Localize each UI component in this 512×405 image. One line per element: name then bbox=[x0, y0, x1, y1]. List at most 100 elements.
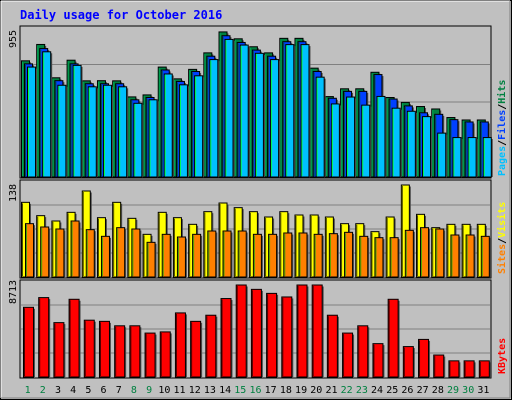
x-label-day-12: 12 bbox=[189, 385, 201, 396]
bar-kbytes-day-9 bbox=[144, 332, 157, 378]
bar-pages-day-9 bbox=[148, 99, 159, 178]
legend-pages: Pages bbox=[497, 146, 508, 176]
x-label-day-13: 13 bbox=[204, 385, 216, 396]
bar-pages-day-7 bbox=[118, 86, 129, 178]
panel-visits-sites: 138 Sites/Visits bbox=[8, 179, 508, 279]
x-label-day-16: 16 bbox=[249, 385, 261, 396]
bar-pages-day-27 bbox=[422, 116, 433, 178]
bar-kbytes-day-11 bbox=[174, 312, 187, 378]
bar-sites-day-24 bbox=[374, 237, 385, 278]
bar-sites-day-14 bbox=[222, 230, 233, 278]
bar-pages-day-2 bbox=[42, 51, 53, 178]
bar-pages-day-12 bbox=[194, 75, 205, 178]
x-label-day-31: 31 bbox=[477, 385, 489, 396]
x-label-day-15: 15 bbox=[234, 385, 246, 396]
bar-sites-day-20 bbox=[313, 233, 324, 278]
bar-kbytes-day-24 bbox=[372, 343, 385, 378]
bar-pages-day-1 bbox=[27, 66, 37, 178]
bar-pages-day-6 bbox=[102, 84, 113, 178]
bar-sites-day-11 bbox=[176, 236, 187, 278]
bar-sites-day-7 bbox=[116, 227, 127, 278]
bar-pages-day-22 bbox=[346, 96, 357, 178]
x-label-day-23: 23 bbox=[356, 385, 368, 396]
svg-text:Pages/Files/Hits: Pages/Files/Hits bbox=[496, 80, 508, 176]
x-label-day-28: 28 bbox=[432, 385, 444, 396]
bar-kbytes-day-10 bbox=[159, 331, 172, 378]
bar-kbytes-day-22 bbox=[342, 332, 355, 378]
panel-kbytes: 8713 KBytes bbox=[8, 279, 508, 379]
bar-pages-day-13 bbox=[209, 59, 220, 178]
svg-text:KBytes: KBytes bbox=[497, 338, 508, 374]
bar-sites-day-8 bbox=[131, 228, 142, 278]
bar-kbytes-day-12 bbox=[190, 320, 203, 378]
x-label-day-25: 25 bbox=[386, 385, 398, 396]
bar-kbytes-day-16 bbox=[250, 288, 263, 378]
bar-sites-day-13 bbox=[207, 230, 218, 278]
x-label-day-8: 8 bbox=[131, 385, 137, 396]
x-label-day-9: 9 bbox=[146, 385, 152, 396]
panel-hits-files-pages: 955 Pages/Files/Hits bbox=[8, 25, 508, 179]
bar-sites-day-27 bbox=[420, 227, 431, 278]
bar-pages-day-19 bbox=[300, 44, 311, 178]
bar-kbytes-day-25 bbox=[387, 298, 400, 378]
panel-2-y-max-label: 138 bbox=[8, 184, 19, 202]
bar-kbytes-day-20 bbox=[311, 284, 324, 378]
chart-title: Daily usage for October 2016 bbox=[20, 8, 222, 22]
bar-pages-day-23 bbox=[361, 104, 372, 178]
legend-separator-2: / bbox=[497, 104, 508, 110]
bar-pages-day-31 bbox=[482, 137, 493, 178]
x-label-day-7: 7 bbox=[116, 385, 122, 396]
bar-kbytes-day-18 bbox=[281, 296, 294, 378]
legend-kbytes: KBytes bbox=[497, 338, 508, 374]
bar-sites-day-9 bbox=[146, 241, 157, 278]
bar-pages-day-25 bbox=[391, 107, 402, 178]
bar-pages-day-24 bbox=[376, 95, 387, 178]
bar-pages-day-14 bbox=[224, 38, 235, 178]
bar-kbytes-day-30 bbox=[463, 360, 476, 378]
x-label-day-20: 20 bbox=[310, 385, 322, 396]
legend-separator-1: / bbox=[497, 140, 508, 146]
bar-pages-day-3 bbox=[57, 84, 68, 178]
bar-kbytes-day-15 bbox=[235, 284, 248, 378]
legend-visits: Visits bbox=[496, 202, 508, 238]
bar-kbytes-day-23 bbox=[357, 325, 370, 378]
bar-sites-day-28 bbox=[435, 228, 446, 278]
bar-sites-day-1 bbox=[25, 223, 35, 278]
bar-sites-day-21 bbox=[328, 233, 339, 278]
panel-3-bars bbox=[23, 284, 491, 378]
x-label-day-5: 5 bbox=[85, 385, 91, 396]
x-label-day-11: 11 bbox=[174, 385, 186, 396]
bar-kbytes-day-1 bbox=[23, 306, 35, 378]
panel-1-y-max-label: 955 bbox=[8, 30, 19, 48]
bar-sites-day-18 bbox=[283, 232, 294, 278]
bar-pages-day-4 bbox=[72, 64, 83, 178]
x-label-day-30: 30 bbox=[462, 385, 474, 396]
x-label-day-26: 26 bbox=[401, 385, 413, 396]
x-label-day-18: 18 bbox=[280, 385, 292, 396]
bar-pages-day-18 bbox=[285, 44, 296, 178]
x-label-day-22: 22 bbox=[341, 385, 353, 396]
x-label-day-10: 10 bbox=[158, 385, 170, 396]
bar-sites-day-16 bbox=[252, 233, 263, 278]
x-label-day-14: 14 bbox=[219, 385, 231, 396]
panel-1-legend: Pages/Files/Hits bbox=[496, 80, 508, 176]
bar-sites-day-22 bbox=[344, 231, 355, 278]
panel-1-bars bbox=[21, 31, 493, 178]
bar-pages-day-20 bbox=[315, 76, 326, 178]
bar-kbytes-day-31 bbox=[478, 360, 491, 378]
bar-pages-day-28 bbox=[437, 132, 448, 178]
x-label-day-1: 1 bbox=[25, 385, 31, 396]
bar-pages-day-11 bbox=[178, 84, 189, 178]
bar-pages-day-26 bbox=[406, 110, 417, 178]
bar-sites-day-3 bbox=[55, 228, 66, 278]
legend-sites: Sites bbox=[496, 244, 508, 274]
bar-kbytes-day-4 bbox=[68, 298, 81, 378]
bar-kbytes-day-7 bbox=[114, 325, 127, 378]
legend-files: Files bbox=[496, 110, 508, 140]
panel-2-legend: Sites/Visits bbox=[496, 202, 508, 274]
x-label-day-24: 24 bbox=[371, 385, 383, 396]
bar-sites-day-2 bbox=[40, 226, 51, 278]
x-axis-day-labels: 1 2 3 4 5 6 7 8 9 10 11 12 13 14 15 16 17 18 19 20 21 22 23 24 2… bbox=[25, 385, 490, 396]
bar-pages-day-21 bbox=[330, 103, 341, 178]
x-label-day-17: 17 bbox=[265, 385, 277, 396]
